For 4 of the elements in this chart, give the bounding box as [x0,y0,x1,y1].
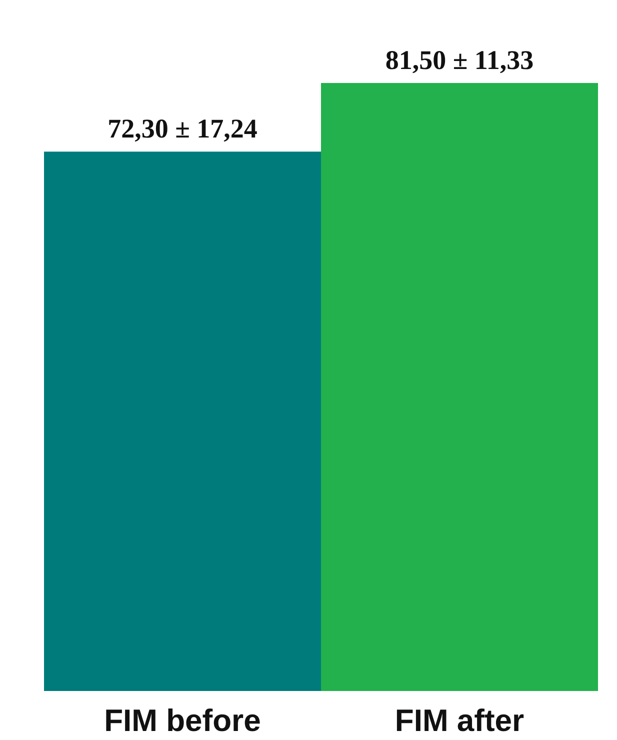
x-tick-label: FIM before [104,703,261,738]
data-label: 81,50 ± 11,33 [385,45,534,75]
data-label: 72,30 ± 17,24 [108,114,258,144]
x-tick-label: FIM after [394,703,524,738]
